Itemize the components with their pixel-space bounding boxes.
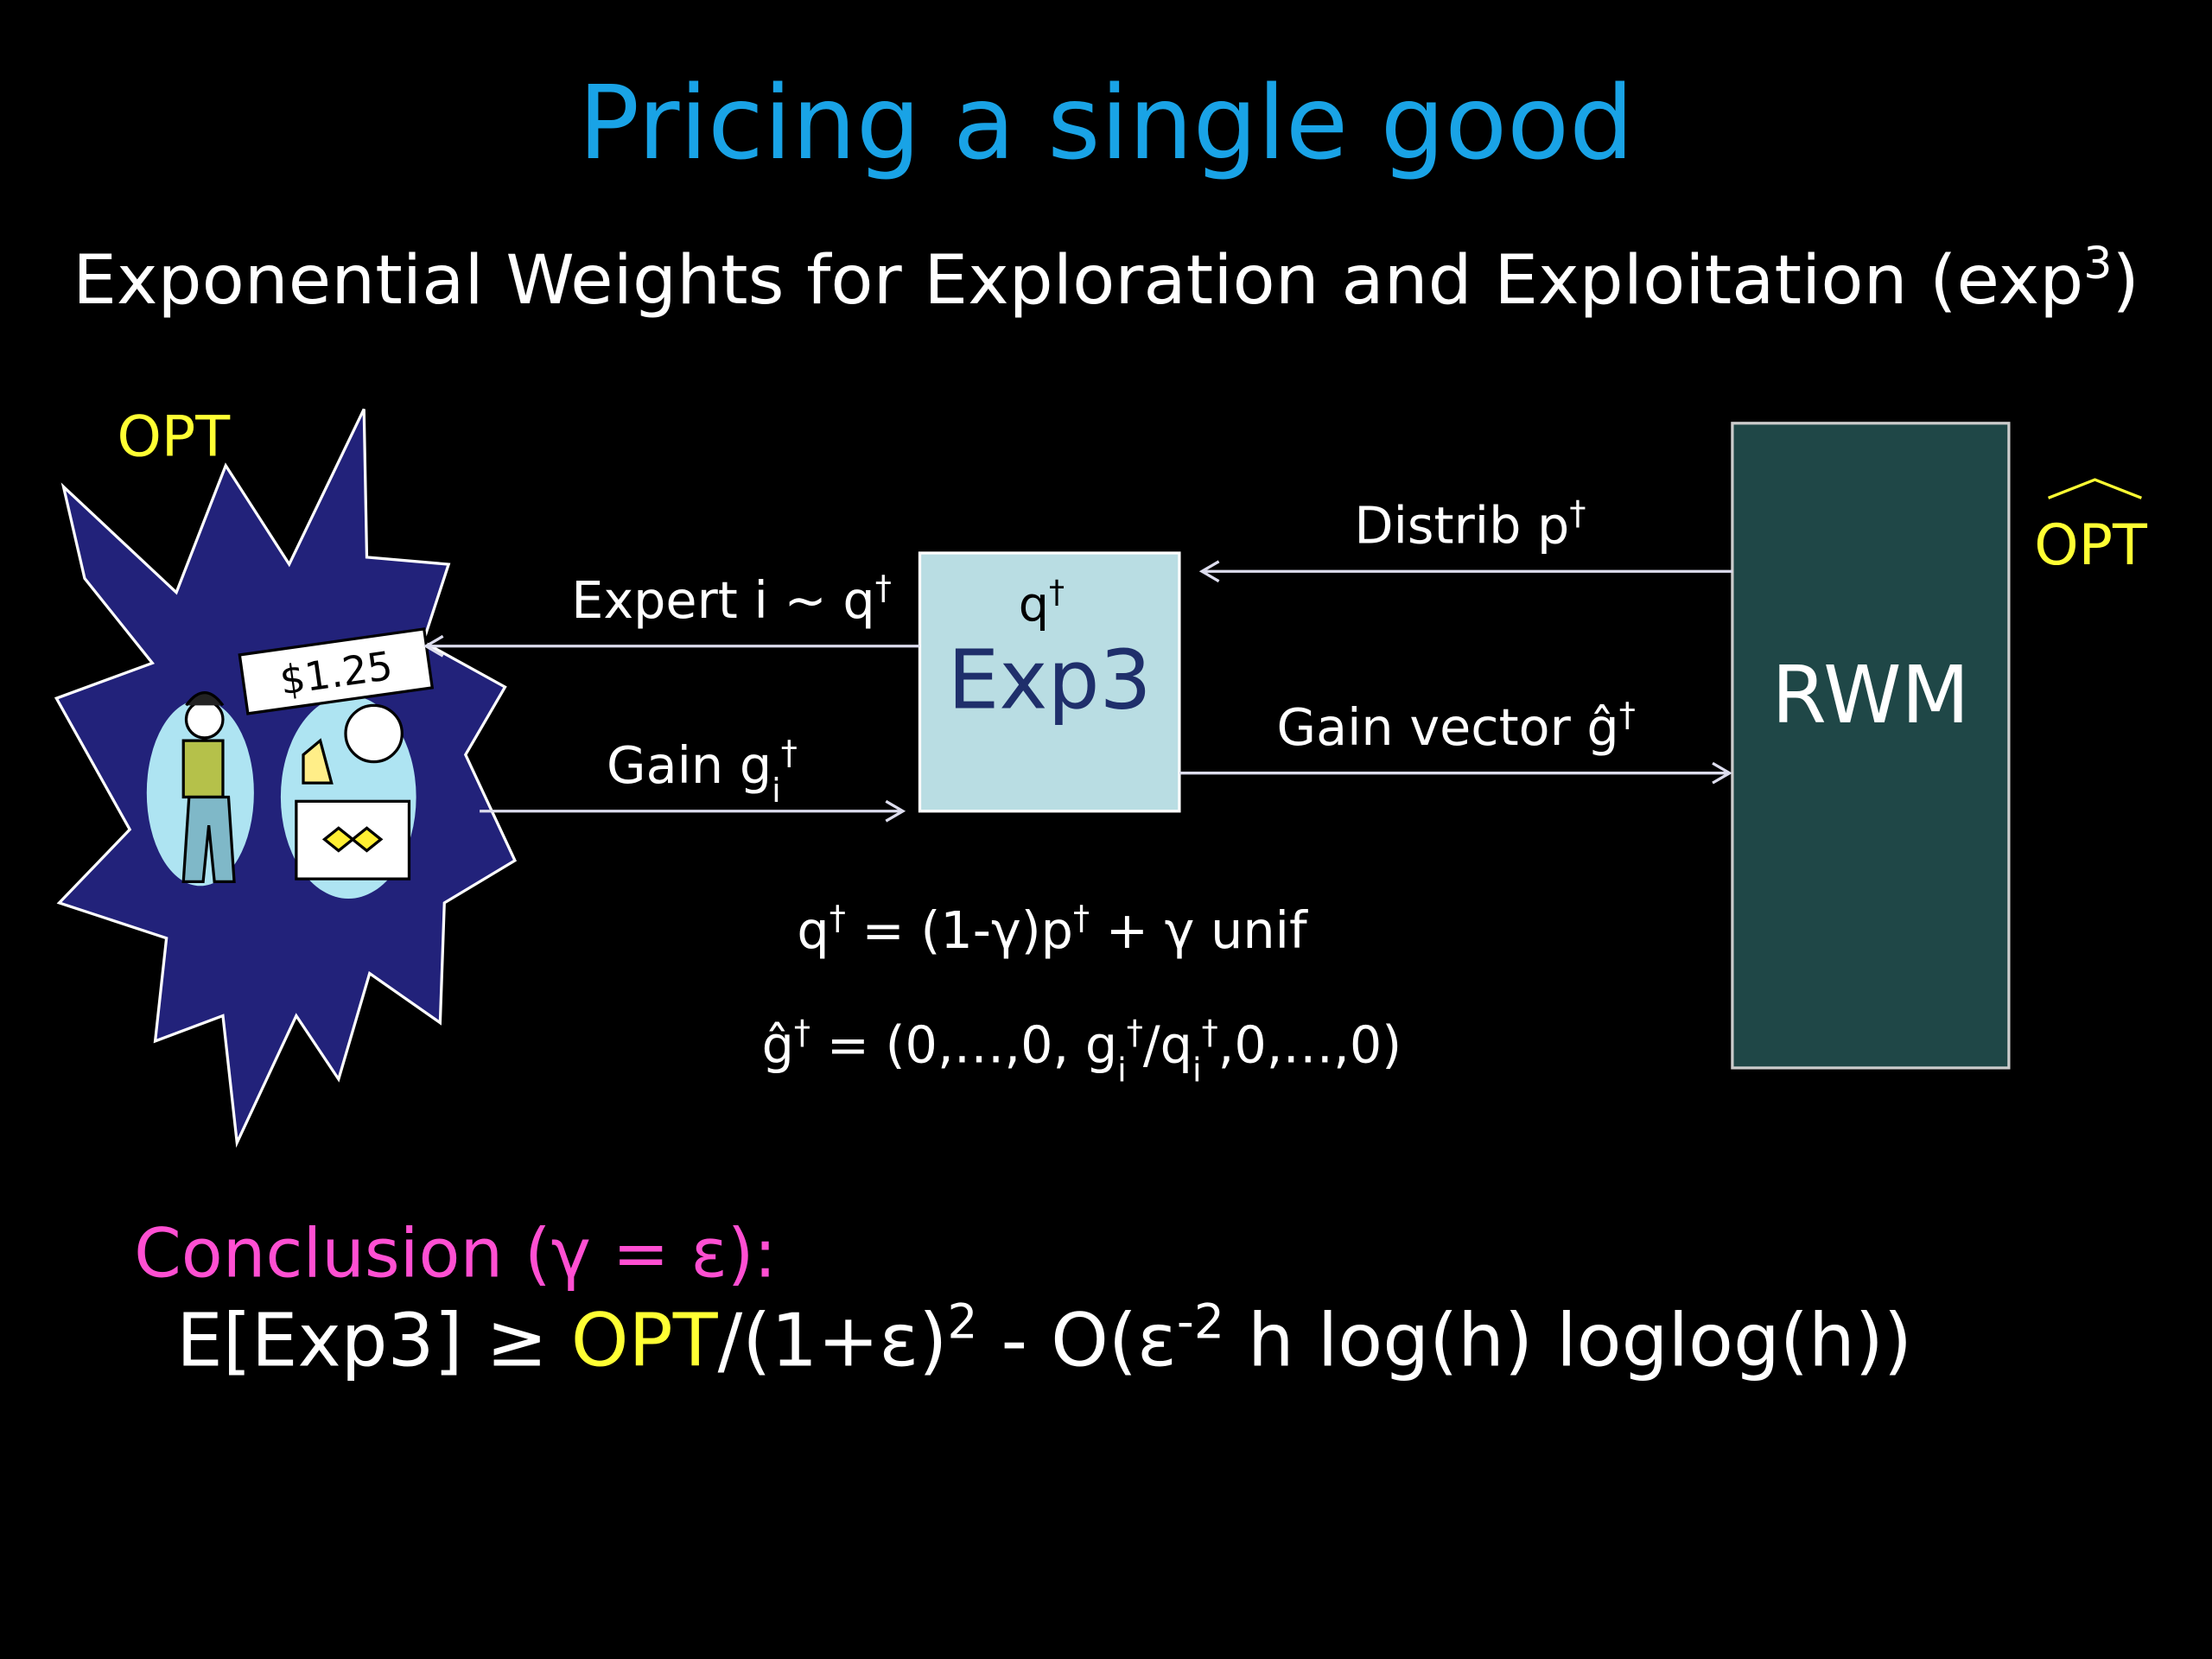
formula-q: q† = (1-γ)p† + γ unif [797,899,1308,960]
gain-vector-text: Gain vector ĝ [1277,697,1619,757]
exp3-box [918,551,1181,813]
arrow-expert [423,634,920,658]
arrow-gain-vector [1179,761,1732,785]
distrib-text: Distrib p [1354,496,1569,556]
f: = (0,…,0, g [810,1014,1117,1074]
c: OPT [571,1298,719,1383]
gain-text: Gain g [607,735,772,795]
c: h log(h) loglog(h)) [1224,1298,1912,1383]
gain-sub: i [772,772,781,810]
c: - O(ε [978,1298,1177,1383]
rwm-box [1731,422,2011,1070]
conclusion-statement: E[Exp3] ≥ OPT/(1+ε)2 - O(ε-2 h log(h) lo… [176,1294,1912,1383]
expert-text: Expert i ~ q [571,570,874,630]
customer-figure [181,691,236,884]
c: -2 [1177,1294,1224,1350]
f: = (1-γ)p [846,900,1073,960]
f: ,0,…,0) [1218,1014,1402,1074]
exp3-top-text: q [1019,576,1049,632]
gain-vector-sup: † [1619,696,1636,734]
slide-title: Pricing a single good [578,64,1633,182]
formula-g: ĝ† = (0,…,0, gi†/qi†,0,…,0) [762,1014,1402,1090]
subtitle-end: ) [2113,241,2139,320]
f: † [1202,1014,1218,1052]
opt-hat [2048,478,2142,499]
f: ĝ [762,1014,794,1074]
opt-hat-label: OPT [2034,512,2148,578]
f: /q [1143,1014,1192,1074]
arrow-distrib [1198,560,1732,583]
distrib-sup: † [1569,495,1586,533]
subtitle-sup: 3 [2083,238,2112,289]
gain-label: Gain gi† [607,734,798,810]
f: † [1073,899,1090,938]
opt-label: OPT [118,404,232,469]
expert-sup: † [875,569,892,607]
rwm-label: RWM [1771,649,1969,741]
arrow-gain [480,799,906,823]
f: q [797,900,829,960]
subtitle: Exponential Weights for Exploration and … [73,238,2139,321]
c: (γ = ε): [503,1215,777,1294]
conclusion-heading: Conclusion (γ = ε): [134,1215,777,1294]
gain-vector-label: Gain vector ĝ† [1277,696,1636,757]
distrib-label: Distrib p† [1354,495,1586,556]
subtitle-text: Exponential Weights for Exploration and … [73,241,2083,320]
exp3-top-label: q† [1019,574,1065,632]
c: /(1+ε) [718,1298,948,1383]
f: i [1192,1052,1202,1090]
c: E[Exp3] ≥ [176,1298,571,1383]
f: † [830,899,846,938]
f: † [1127,1014,1143,1052]
seller-figure [295,703,411,880]
f: + γ unif [1090,900,1308,960]
expert-label: Expert i ~ q† [571,569,892,630]
f: † [794,1014,810,1052]
price-tag: $1.25 [238,627,435,715]
f: i [1117,1052,1127,1090]
c: 2 [947,1294,977,1350]
gain-sup: † [781,734,798,772]
exp3-top-sup: † [1049,574,1065,610]
c: Conclusion [134,1215,503,1294]
exp3-label: Exp3 [948,633,1152,728]
